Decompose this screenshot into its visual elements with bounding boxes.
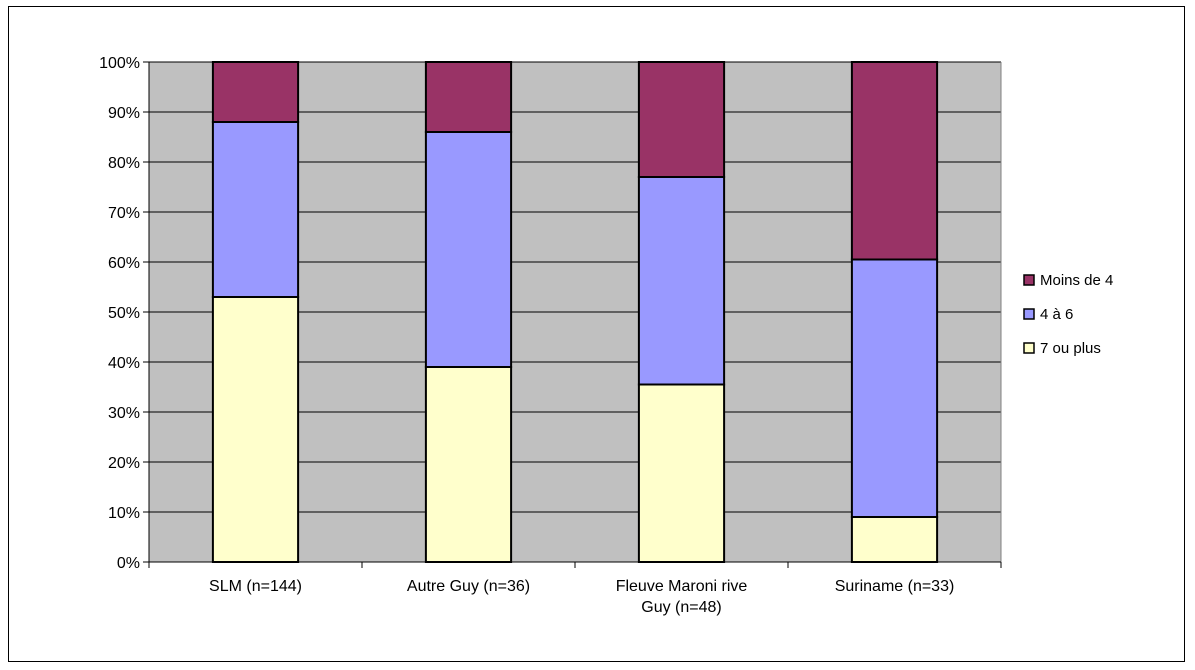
- y-tick-label: 40%: [108, 355, 140, 372]
- x-tick-label: SLM (n=144): [209, 578, 302, 595]
- bar-segment: [424, 366, 513, 563]
- y-tick-label: 10%: [108, 505, 140, 522]
- x-tick-label: Autre Guy (n=36): [407, 578, 530, 595]
- legend-label: 4 à 6: [1040, 306, 1073, 323]
- x-axis: SLM (n=144) Autre Guy (n=36) Fleuve Maroni…: [148, 561, 1002, 616]
- legend: Moins de 4 4 à 6 7 ou plus: [1023, 272, 1113, 357]
- bar-segment: [424, 61, 513, 133]
- bar-segment: [211, 61, 300, 123]
- chart-frame: 0% 10% 20% 30% 40% 50% 60% 70% 80% 90% 100% SLM (n…: [8, 6, 1185, 662]
- y-tick-label: 0%: [117, 555, 140, 572]
- bar-segment: [850, 258, 939, 518]
- y-tick-label: 20%: [108, 455, 140, 472]
- bar-segment: [424, 131, 513, 368]
- bar-segment: [637, 176, 726, 386]
- bar-segment: [637, 61, 726, 178]
- y-tick-label: 100%: [99, 55, 140, 72]
- bar-segment: [850, 516, 939, 563]
- y-tick-label: 80%: [108, 155, 140, 172]
- x-tick-label: Fleuve Maroni rive: [616, 578, 748, 595]
- y-axis: 0% 10% 20% 30% 40% 50% 60% 70% 80% 90% 100%: [99, 55, 150, 572]
- y-tick-label: 50%: [108, 305, 140, 322]
- legend-swatch: [1023, 274, 1035, 286]
- y-tick-label: 90%: [108, 105, 140, 122]
- bar-segment: [850, 61, 939, 261]
- y-tick-label: 30%: [108, 405, 140, 422]
- legend-swatch: [1023, 342, 1035, 354]
- legend-swatch: [1023, 308, 1035, 320]
- legend-label: Moins de 4: [1040, 272, 1113, 289]
- y-tick-label: 70%: [108, 205, 140, 222]
- y-tick-label: 60%: [108, 255, 140, 272]
- x-tick-label: Guy (n=48): [641, 599, 721, 616]
- stacked-bar-chart: 0% 10% 20% 30% 40% 50% 60% 70% 80% 90% 100% SLM (n…: [99, 55, 1113, 616]
- x-tick-label: Suriname (n=33): [835, 578, 955, 595]
- legend-label: 7 ou plus: [1040, 340, 1101, 357]
- bar-segment: [211, 121, 300, 298]
- bar-segment: [637, 383, 726, 563]
- bar-segment: [211, 296, 300, 563]
- bars: [211, 61, 939, 563]
